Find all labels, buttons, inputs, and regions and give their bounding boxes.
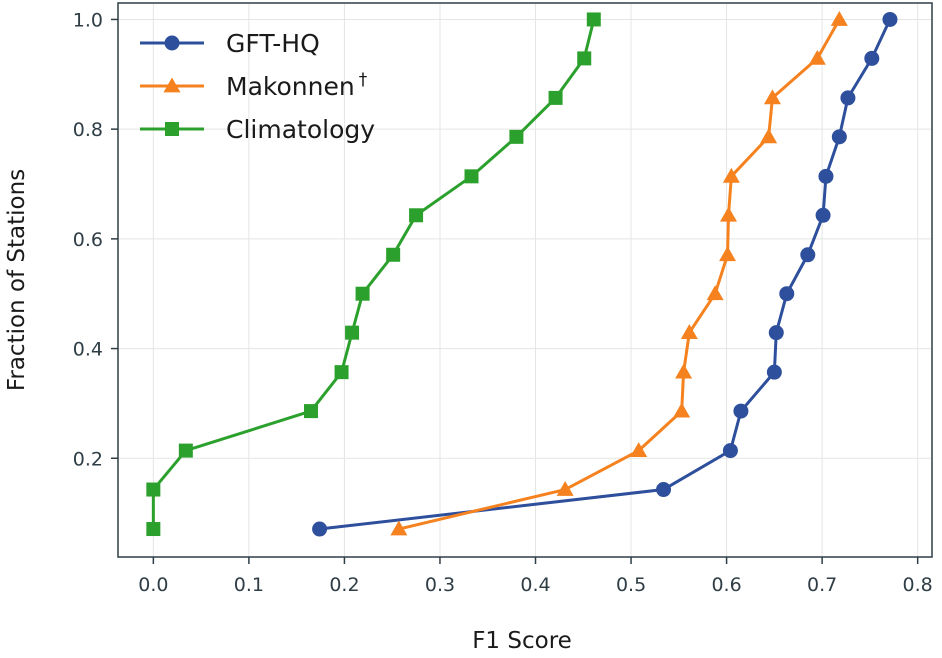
series-layer	[146, 10, 898, 537]
data-point-gft-hq	[815, 207, 831, 223]
data-point-gft-hq	[882, 11, 898, 27]
data-point-makonnen	[630, 442, 648, 457]
legend-label: GFT-HQ	[226, 29, 320, 58]
data-point-makonnen	[763, 89, 781, 105]
x-tick-label: 0.0	[138, 574, 168, 596]
legend: GFT-HQ Makonnen † Climatology	[140, 29, 375, 144]
data-point-gft-hq	[766, 364, 782, 380]
data-point-climatology	[509, 129, 524, 144]
x-tick-label: 0.5	[616, 574, 646, 596]
data-point-climatology	[464, 169, 479, 184]
data-point-gft-hq	[768, 325, 784, 341]
x-tick-label: 0.2	[329, 574, 359, 596]
data-point-makonnen	[390, 520, 408, 536]
data-point-climatology	[334, 365, 349, 380]
data-point-climatology	[586, 12, 601, 27]
data-point-gft-hq	[840, 90, 856, 106]
x-tick-label: 0.7	[807, 574, 837, 596]
data-point-makonnen	[722, 167, 740, 183]
data-point-makonnen	[675, 363, 693, 379]
data-point-makonnen	[760, 128, 778, 144]
y-tick-label: 1.0	[73, 9, 103, 31]
data-point-climatology	[178, 443, 193, 458]
data-point-gft-hq	[312, 521, 328, 537]
plot-frame	[117, 2, 933, 558]
data-point-gft-hq	[800, 247, 816, 263]
data-point-climatology	[146, 482, 161, 497]
legend-label: Makonnen †	[226, 70, 368, 101]
legend-item-climatology: Climatology	[140, 115, 375, 144]
legend-item-gft-hq: GFT-HQ	[140, 29, 320, 58]
data-point-climatology	[577, 51, 592, 66]
series-makonnen	[390, 10, 848, 536]
data-point-climatology	[409, 208, 424, 223]
data-point-makonnen	[673, 402, 691, 418]
series-line-makonnen	[398, 18, 841, 531]
data-point-climatology	[355, 286, 370, 301]
data-point-makonnen	[719, 246, 737, 262]
y-tick-label: 0.8	[73, 119, 103, 141]
x-tick-label: 0.3	[425, 574, 455, 596]
series-climatology	[146, 12, 601, 537]
legend-label: Climatology	[226, 115, 375, 144]
data-point-climatology	[345, 325, 360, 340]
data-point-makonnen	[808, 49, 826, 65]
x-axis: 0.0 0.1 0.2 0.3 0.4 0.5 0.6 0.7 0.8	[138, 557, 933, 596]
x-axis-label: F1 Score	[472, 628, 572, 654]
y-tick-label: 0.4	[73, 339, 103, 361]
legend-marker	[164, 35, 180, 51]
data-point-makonnen	[680, 324, 698, 340]
data-point-gft-hq	[864, 50, 880, 66]
data-point-gft-hq	[831, 129, 847, 145]
x-tick-label: 0.8	[903, 574, 933, 596]
data-point-climatology	[386, 247, 401, 262]
legend-item-makonnen: Makonnen †	[140, 70, 368, 101]
data-point-makonnen	[720, 206, 737, 222]
data-point-makonnen	[556, 481, 574, 496]
y-tick-label: 0.2	[73, 448, 103, 470]
data-point-gft-hq	[818, 168, 834, 184]
data-point-gft-hq	[656, 482, 672, 498]
x-tick-label: 0.1	[234, 574, 264, 596]
series-gft-hq	[312, 11, 898, 537]
y-axis: 0.2 0.4 0.6 0.8 1.0	[73, 9, 118, 470]
legend-marker	[165, 122, 179, 136]
y-tick-label: 0.6	[73, 229, 103, 251]
data-point-gft-hq	[779, 286, 795, 302]
data-point-climatology	[303, 404, 318, 419]
legend-marker	[163, 77, 181, 93]
data-point-gft-hq	[722, 443, 738, 459]
x-tick-label: 0.4	[520, 574, 550, 596]
data-point-makonnen	[830, 10, 848, 26]
y-axis-label: Fraction of Stations	[4, 169, 30, 391]
data-point-gft-hq	[733, 403, 749, 419]
data-point-climatology	[146, 522, 161, 537]
data-point-climatology	[548, 90, 563, 105]
x-tick-label: 0.6	[711, 574, 741, 596]
data-point-makonnen	[706, 285, 724, 301]
